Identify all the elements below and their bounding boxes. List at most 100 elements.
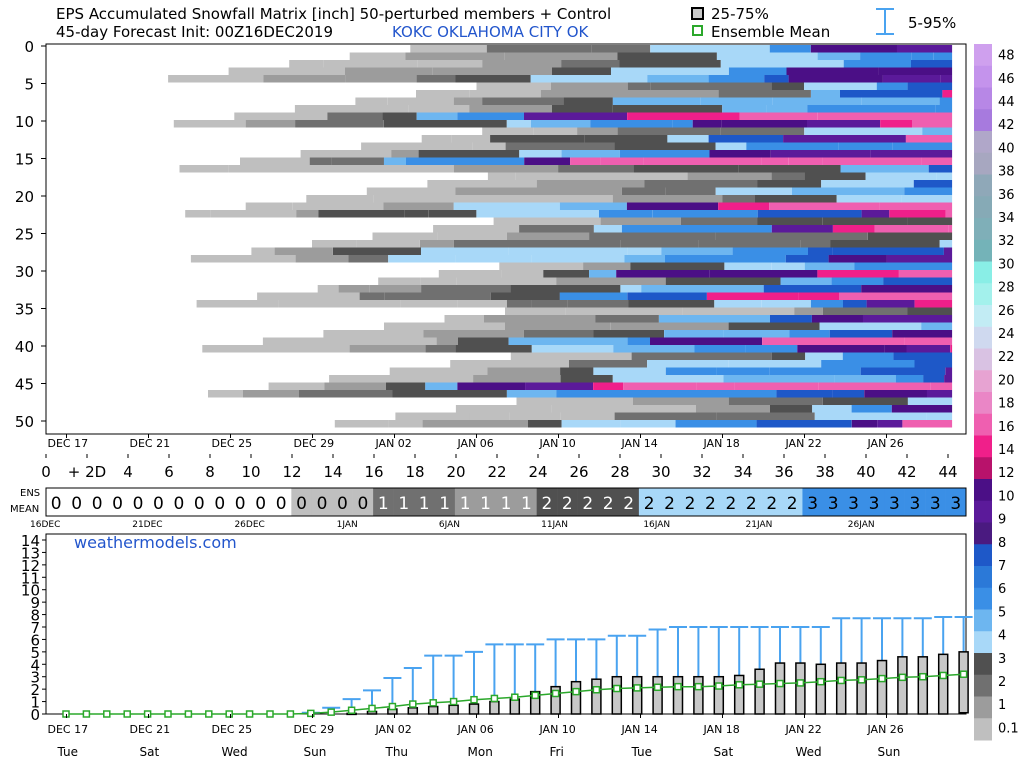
colorbar-swatch <box>974 283 992 306</box>
strip-date-label: 11JAN <box>541 520 568 530</box>
weekday-label: Thu <box>385 745 409 759</box>
matrix-cell <box>696 382 735 390</box>
iqr-box <box>815 663 827 715</box>
member-tick-label: 35 <box>15 301 34 319</box>
matrix-cell <box>486 45 592 53</box>
title-line2: 45-day Forecast Init: 00Z16DEC2019 <box>56 23 333 41</box>
member-tick-label: 25 <box>15 226 34 244</box>
strip-date-label: 6JAN <box>439 520 460 530</box>
colorbar-swatch <box>974 370 992 393</box>
matrix-cell <box>886 255 953 263</box>
matrix-cell <box>552 105 613 113</box>
matrix-cell <box>560 367 594 375</box>
colorbar-label: 5 <box>998 605 1006 620</box>
member-tick-label: 30 <box>15 263 34 281</box>
matrix-cell <box>552 142 615 150</box>
box-date-label: JAN 14 <box>621 723 658 736</box>
colorbar-swatch <box>974 718 992 741</box>
matrix-cell <box>458 300 507 308</box>
matrix-cell <box>619 150 710 158</box>
strip-frame <box>45 487 967 517</box>
day-label: 4 <box>123 463 133 481</box>
matrix-cell <box>589 232 615 240</box>
matrix-cell <box>533 127 578 135</box>
matrix-cell <box>878 67 953 75</box>
matrix-cell <box>515 172 629 180</box>
matrix-cell <box>437 232 507 240</box>
matrix-cell <box>504 52 618 60</box>
member-tick-label: 40 <box>15 338 34 356</box>
mean-point <box>694 682 703 691</box>
matrix-cell <box>342 337 437 345</box>
matrix-cell <box>709 225 772 233</box>
date-label: JAN 26 <box>867 437 904 450</box>
matrix-cell <box>508 337 628 345</box>
matrix-cell <box>593 330 664 338</box>
colorbar-swatch <box>974 457 992 480</box>
matrix-cell <box>633 165 739 173</box>
strip-value: 1 <box>460 494 471 514</box>
matrix-cell <box>453 240 562 248</box>
mean-point <box>919 672 927 681</box>
iqr-box <box>448 704 459 715</box>
strip-value: 3 <box>848 494 859 514</box>
matrix-cell <box>811 315 863 323</box>
matrix-date-axis: DEC 17 DEC 21 DEC 25 DEC 29 JAN 02 JAN 06 JAN … <box>48 434 904 450</box>
mean-point <box>837 676 845 685</box>
strip-date-label: 16DEC <box>30 520 60 530</box>
matrix-cell <box>263 75 346 83</box>
matrix-cell <box>722 105 767 113</box>
matrix-cell <box>416 75 456 83</box>
strip-value: 2 <box>705 494 716 514</box>
matrix-cell <box>904 337 953 345</box>
box-y-label: 12 <box>21 557 40 575</box>
day-label: 20 <box>446 463 465 481</box>
box-y-label: 9 <box>30 594 40 612</box>
matrix-cell <box>911 52 934 60</box>
matrix-cell <box>561 420 621 428</box>
matrix-cell <box>889 210 946 218</box>
matrix-cell <box>647 75 709 83</box>
iqr-box <box>693 675 704 715</box>
matrix-cell <box>840 90 943 98</box>
matrix-cell <box>593 225 622 233</box>
matrix-cell <box>617 127 721 135</box>
colorbar-label: 14 <box>998 443 1015 458</box>
matrix-cell <box>616 270 710 278</box>
box-date-label: DEC 29 <box>294 723 335 736</box>
matrix-cell <box>891 405 953 413</box>
legend-box-label: 25-75% <box>711 5 769 23</box>
matrix-cell <box>746 142 839 150</box>
matrix-cell <box>756 420 852 428</box>
strip-value: 0 <box>71 494 82 514</box>
matrix-cell <box>289 60 324 68</box>
matrix-cell <box>772 97 862 105</box>
matrix-cell <box>384 292 491 300</box>
matrix-cell <box>926 390 953 398</box>
colorbar-swatch <box>974 44 992 67</box>
matrix-cell <box>536 180 645 188</box>
matrix-cell <box>453 165 559 173</box>
matrix-cell <box>524 112 627 120</box>
matrix-cell <box>641 285 764 293</box>
matrix-cell <box>457 382 526 390</box>
matrix-cell <box>650 82 772 90</box>
matrix-cell <box>501 270 544 278</box>
matrix-cell <box>382 112 417 120</box>
mean-point <box>817 677 825 686</box>
matrix-cell <box>665 367 717 375</box>
matrix-cell <box>716 52 818 60</box>
matrix-cell <box>560 375 613 383</box>
watermark: weathermodels.com <box>74 533 237 552</box>
strip-cell <box>148 488 169 516</box>
matrix-cell <box>817 112 931 120</box>
matrix-cell <box>822 307 908 315</box>
matrix-cell <box>804 262 855 270</box>
strip-value: 2 <box>746 494 757 514</box>
colorbar-swatch <box>974 696 992 719</box>
weekday-label: Fri <box>550 745 564 759</box>
strip-value: 2 <box>603 494 614 514</box>
strip-date-label: 21DEC <box>132 520 162 530</box>
strip-value: 0 <box>337 494 348 514</box>
strip-cell <box>761 488 783 516</box>
